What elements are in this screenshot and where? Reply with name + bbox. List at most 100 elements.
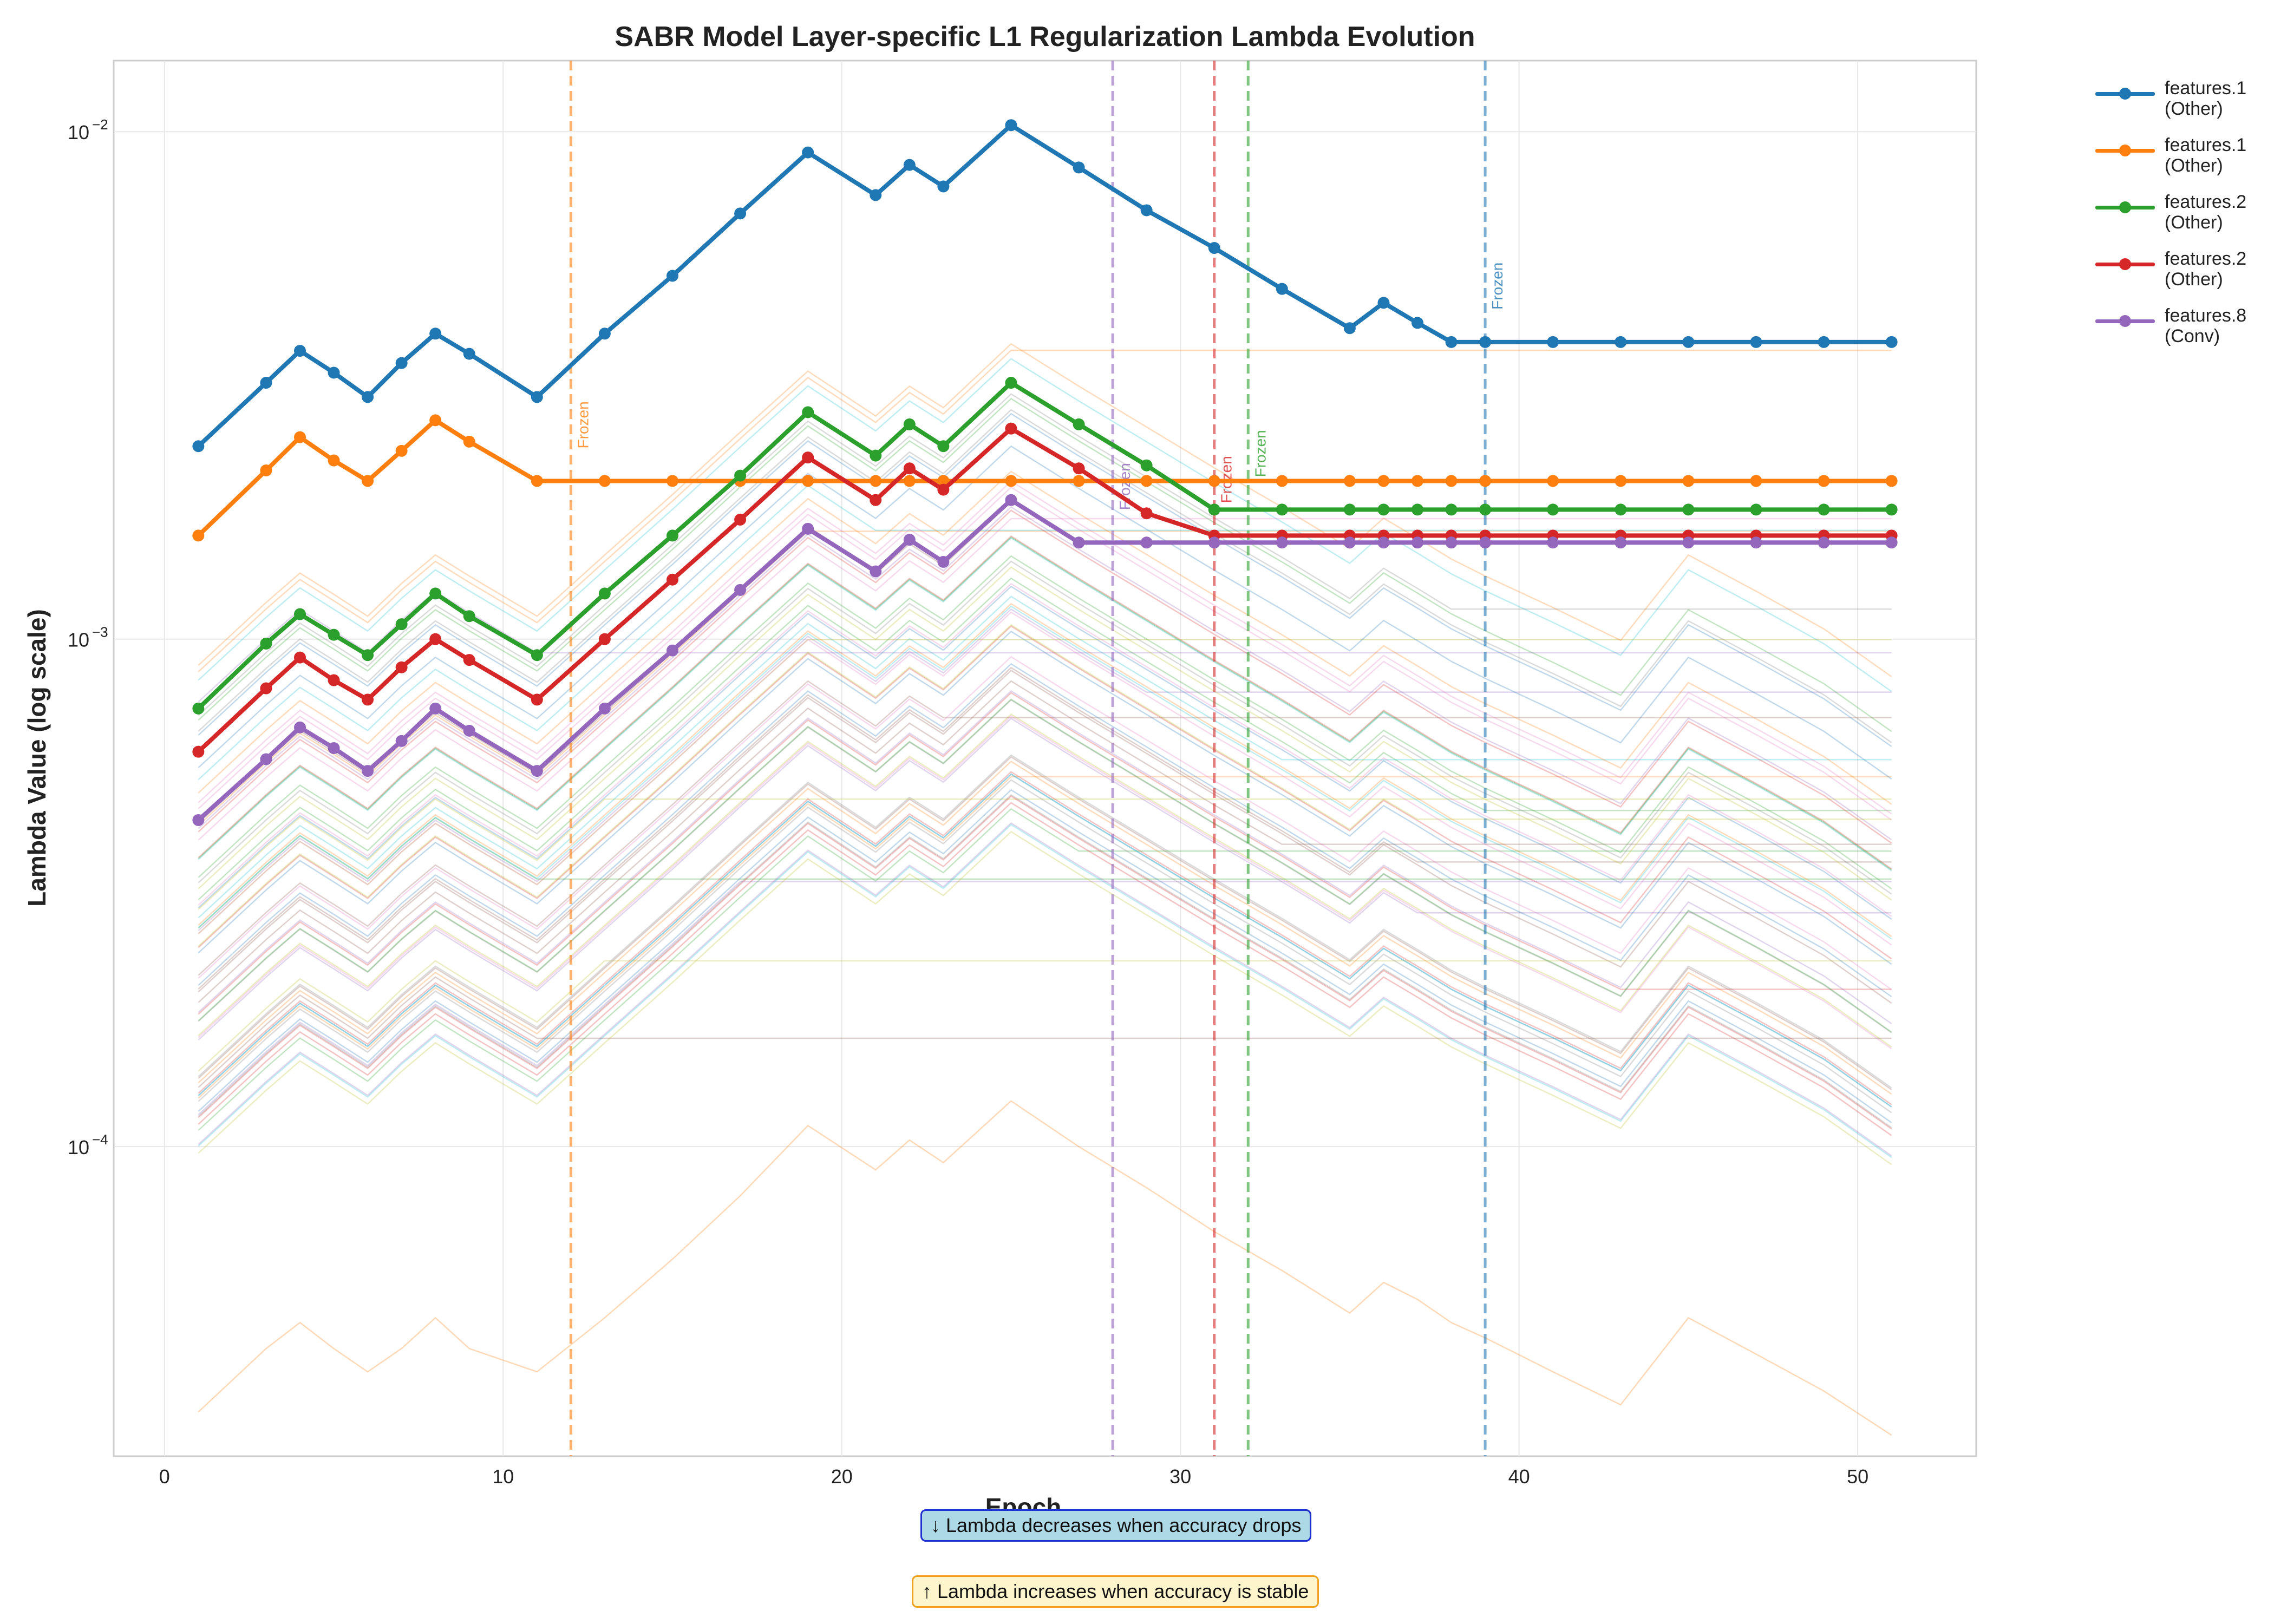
series-point: [1005, 119, 1017, 132]
series-point: [328, 366, 340, 379]
legend: features.1 (Other) features.1 (Other) fe…: [2095, 76, 2269, 360]
legend-item[interactable]: features.2 (Other): [2095, 189, 2269, 246]
series-point: [1208, 503, 1220, 516]
background-series-line: [198, 808, 1892, 1131]
series-point: [395, 618, 408, 631]
series-point: [666, 644, 678, 657]
series-point: [429, 414, 442, 427]
series-point: [1445, 475, 1458, 487]
legend-label: features.8 (Conv): [2165, 305, 2247, 346]
background-series-line: [198, 343, 1892, 678]
series-point: [294, 721, 306, 734]
series-point: [870, 475, 882, 487]
series-point: [1073, 462, 1085, 475]
series-point: [1479, 475, 1492, 487]
series-point: [903, 418, 916, 430]
series-point: [260, 682, 272, 695]
legend-item[interactable]: features.1 (Other): [2095, 133, 2269, 189]
series-point: [937, 440, 950, 453]
background-series-line: [198, 976, 1892, 1088]
series-point: [666, 573, 678, 586]
series-point: [328, 628, 340, 641]
x-tick-label: 10: [492, 1465, 514, 1488]
grid-lines: [114, 61, 1976, 1456]
series-point: [1208, 475, 1220, 487]
background-series-line: [198, 779, 1892, 1114]
series-point: [1073, 536, 1085, 549]
series-point: [1276, 475, 1288, 487]
background-series-line: [198, 680, 1892, 1003]
series-point: [1005, 377, 1017, 389]
series-point: [1343, 536, 1356, 549]
series-point: [870, 565, 882, 578]
series-point: [1276, 503, 1288, 516]
series-point: [1412, 475, 1423, 487]
series-point: [903, 462, 916, 475]
series-point: [870, 449, 882, 462]
legend-marker: [2119, 88, 2131, 100]
series-point: [1412, 317, 1423, 329]
series-point: [1377, 297, 1390, 309]
series-point: [1479, 536, 1492, 549]
background-series-line: [198, 1100, 1892, 1436]
background-series-line: [198, 397, 1892, 732]
series-point: [463, 654, 475, 666]
legend-swatch: [2095, 145, 2155, 156]
series-point: [260, 753, 272, 765]
background-series-line: [198, 817, 1892, 929]
series-point: [903, 534, 916, 546]
legend-swatch: [2095, 88, 2155, 100]
series-line: [197, 418, 1892, 538]
background-series-line: [198, 566, 1892, 901]
series-point: [598, 702, 611, 715]
series-point: [734, 207, 747, 220]
background-series-line: [198, 794, 1892, 1129]
series-point: [1005, 422, 1017, 435]
legend-item[interactable]: features.1 (Other): [2095, 76, 2269, 133]
series-point: [1750, 503, 1762, 516]
series-point: [802, 406, 814, 418]
legend-swatch: [2095, 315, 2155, 327]
series-point: [294, 431, 306, 443]
series-point: [192, 702, 205, 715]
background-series-line: [198, 789, 1892, 1123]
series-point: [1682, 336, 1695, 348]
legend-item[interactable]: features.8 (Conv): [2095, 303, 2269, 360]
series-point: [1615, 336, 1627, 348]
legend-swatch: [2095, 201, 2155, 213]
series-point: [531, 693, 543, 706]
series-point: [598, 475, 611, 487]
series-point: [531, 475, 543, 487]
series-point: [1377, 475, 1390, 487]
series-point: [362, 649, 374, 662]
series-point: [1615, 536, 1627, 549]
y-tick-exponent: −2: [92, 116, 108, 133]
series-point: [598, 633, 611, 645]
series-point: [395, 444, 408, 457]
series-point: [429, 702, 442, 715]
series-point: [395, 661, 408, 673]
y-axis-label: Lambda Value (log scale): [23, 609, 51, 907]
series-point: [192, 529, 205, 542]
y-tick-label: 10: [68, 121, 89, 143]
series-point: [463, 610, 475, 623]
background-series-line: [198, 518, 1892, 841]
series-point: [734, 513, 747, 526]
background-series-line: [198, 669, 1892, 1004]
series-point: [294, 345, 306, 357]
series-point: [1005, 475, 1017, 487]
background-series-line: [198, 798, 1892, 911]
background-series-line: [198, 409, 1892, 743]
background-series-line: [198, 585, 1892, 920]
background-series-line: [198, 656, 1892, 991]
series-point: [666, 529, 678, 542]
series-point: [260, 637, 272, 650]
legend-item[interactable]: features.2 (Other): [2095, 246, 2269, 303]
series-point: [802, 522, 814, 535]
series-point: [937, 483, 950, 496]
series-point: [598, 587, 611, 600]
background-series-line: [198, 603, 1892, 938]
series-point: [1276, 536, 1288, 549]
background-series-line: [198, 715, 1892, 1050]
